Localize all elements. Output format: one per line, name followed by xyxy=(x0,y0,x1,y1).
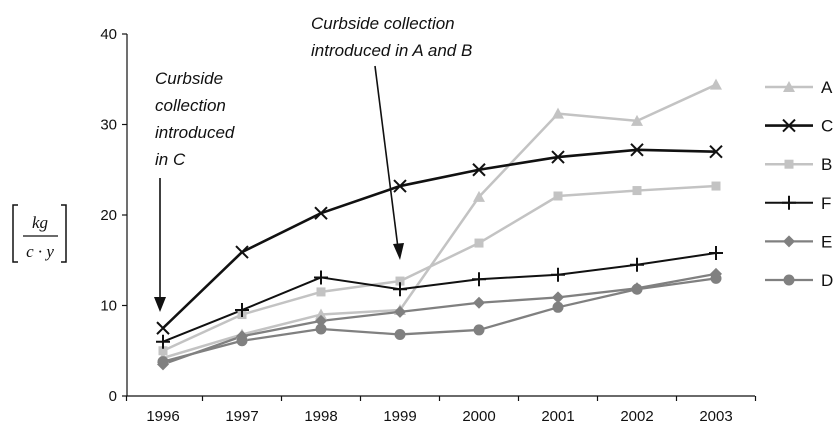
data-point-f-2001 xyxy=(551,267,565,282)
annotation-a-b-line-1: Curbside collection xyxy=(311,14,455,33)
data-point-b-2003 xyxy=(711,181,721,191)
legend-item-b: B xyxy=(765,155,832,174)
data-point-e-2002 xyxy=(631,282,643,295)
series-line-a xyxy=(162,83,717,360)
data-point-e-1997 xyxy=(236,330,248,343)
legend-item-e: E xyxy=(765,232,832,251)
data-point-d-2001 xyxy=(552,301,564,313)
y-tick-label-0: 0 xyxy=(109,388,117,405)
x-tick-label-1997: 1997 xyxy=(225,408,258,425)
legend-item-a: A xyxy=(765,78,833,97)
data-point-b-1998 xyxy=(316,287,326,297)
data-point-c-1998 xyxy=(314,206,328,220)
legend-label-e: E xyxy=(821,232,832,251)
data-point-d-1999 xyxy=(394,328,406,340)
x-tick-label-2002: 2002 xyxy=(620,408,653,425)
x-tick-label-2001: 2001 xyxy=(541,408,574,425)
data-point-c-2001 xyxy=(551,150,565,164)
data-point-f-1999 xyxy=(393,282,407,297)
legend-label-a: A xyxy=(821,78,833,97)
legend-label-f: F xyxy=(821,194,831,213)
x-tick-label-1996: 1996 xyxy=(146,408,179,425)
y-label-denominator: c · y xyxy=(26,242,54,261)
legend-item-f: F xyxy=(765,194,831,213)
x-tick-label-2000: 2000 xyxy=(462,408,495,425)
annotation-a-b-arrowhead xyxy=(393,243,404,260)
data-point-a-2001 xyxy=(552,107,564,119)
legend-label-d: D xyxy=(821,271,833,290)
y-tick-label-40: 40 xyxy=(100,26,117,43)
legend-item-c: C xyxy=(765,117,833,136)
data-point-b-1996 xyxy=(158,346,168,356)
annotation-c-arrowhead xyxy=(154,297,166,312)
data-point-e-2003 xyxy=(710,267,722,280)
data-point-a-2000 xyxy=(473,190,485,202)
data-point-e-1998 xyxy=(315,314,327,327)
data-point-c-2003 xyxy=(709,144,723,159)
data-point-e-1999 xyxy=(394,305,406,318)
data-point-c-1997 xyxy=(235,245,249,259)
data-point-f-2003 xyxy=(709,246,723,261)
legend-marker-d xyxy=(783,274,795,286)
y-label-numerator: kg xyxy=(32,213,48,232)
series-line-e xyxy=(162,272,717,366)
data-point-c-2002 xyxy=(630,143,644,157)
y-tick-label-30: 30 xyxy=(100,117,117,134)
annotation-a-b-arrow xyxy=(374,65,399,249)
y-tick-label-20: 20 xyxy=(100,207,117,224)
series-line-f xyxy=(162,252,717,343)
legend-marker-e xyxy=(783,235,795,248)
data-point-d-1998 xyxy=(315,323,327,335)
annotation-a-b-line-2: introduced in A and B xyxy=(311,41,472,60)
legend-label-b: B xyxy=(821,155,832,174)
data-point-c-1996 xyxy=(156,321,170,335)
legend-label-c: C xyxy=(821,117,833,136)
data-point-b-1999 xyxy=(395,276,405,286)
legend-item-d: D xyxy=(765,271,833,290)
data-point-c-2000 xyxy=(472,163,486,177)
legend-marker-f xyxy=(782,195,796,210)
series-line-b xyxy=(162,184,717,352)
data-point-f-2000 xyxy=(472,272,486,287)
data-point-f-2002 xyxy=(630,257,644,272)
annotation-c-line-4: in C xyxy=(155,150,186,169)
x-tick-label-1999: 1999 xyxy=(383,408,416,425)
data-point-e-2000 xyxy=(473,296,485,309)
y-tick-label-10: 10 xyxy=(100,298,117,315)
legend: A CB FE D xyxy=(765,78,833,290)
series-lines xyxy=(162,83,717,366)
data-point-a-2003 xyxy=(710,78,722,90)
data-point-b-2002 xyxy=(632,186,642,196)
data-point-a-2002 xyxy=(631,114,643,126)
data-point-e-1996 xyxy=(157,358,169,371)
annotation-c-line-1: Curbside xyxy=(155,69,223,88)
chart-axes: 0 10 20 30 40 1996 1997 1998 1999 2000 2001 2002 200… xyxy=(100,26,757,425)
series-line-d xyxy=(162,277,717,363)
legend-marker-b xyxy=(784,159,794,169)
series-line-c xyxy=(162,148,717,330)
right-bracket xyxy=(61,204,67,263)
data-point-f-1997 xyxy=(235,303,249,318)
annotation-c-line-3: introduced xyxy=(155,123,235,142)
series-markers xyxy=(156,78,723,371)
legend-marker-a xyxy=(783,81,795,92)
data-point-d-2000 xyxy=(473,324,485,336)
data-point-e-2001 xyxy=(552,291,564,304)
data-point-f-1996 xyxy=(156,334,170,349)
data-point-a-1998 xyxy=(315,308,327,320)
data-point-f-1998 xyxy=(314,270,328,285)
data-point-c-1999 xyxy=(393,179,407,193)
x-tick-label-1998: 1998 xyxy=(304,408,337,425)
legend-marker-c xyxy=(782,118,796,133)
data-point-b-2000 xyxy=(474,238,484,248)
annotation-c-line-2: collection xyxy=(155,96,226,115)
x-tick-label-2003: 2003 xyxy=(699,408,732,425)
annotation-a-b: Curbside collection introduced in A and … xyxy=(311,14,472,260)
left-bracket xyxy=(12,204,18,263)
data-point-b-2001 xyxy=(553,191,563,201)
y-axis-label: kg c · y xyxy=(12,204,67,263)
annotation-c: Curbside collection introduced in C xyxy=(154,69,235,312)
